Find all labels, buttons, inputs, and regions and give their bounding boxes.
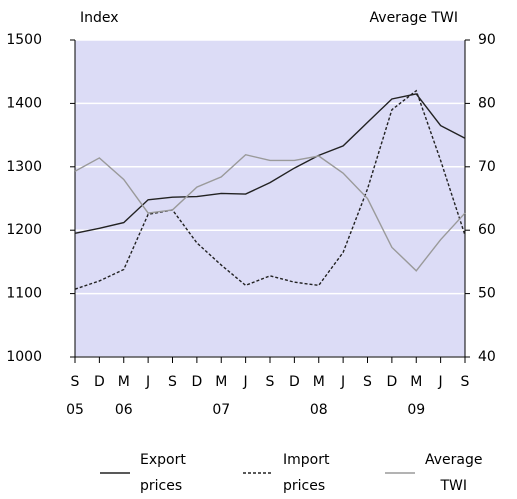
y2-tick-label: 90 [478,32,496,48]
series-line [74,93,466,235]
x-tick-label: D [94,374,105,390]
legend-entry: Average TWI [385,446,483,499]
x-tick-label: S [461,374,470,390]
legend-label: Export prices [140,451,186,494]
x-tick-label: S [71,374,80,390]
x-year-label: 08 [310,402,328,418]
x-year-label: 07 [212,402,230,418]
x-tick-label: M [215,374,227,390]
y2-tick-label: 60 [478,222,496,238]
x-tick-label: J [438,374,443,390]
legend-label: Average TWI [425,451,483,494]
y-tick-label: 1000 [6,349,42,365]
legend-swatch [100,472,130,474]
y2-axis-label: Average TWI [370,10,458,26]
y2-tick-label: 50 [478,286,496,302]
y2-tick-label: 40 [478,349,496,365]
plot-background [75,40,465,357]
y-tick-label: 1500 [6,32,42,48]
x-tick-label: D [386,374,397,390]
legend-swatch [385,472,415,474]
y-tick-label: 1200 [6,222,42,238]
legend-entry: Export prices [100,446,186,499]
x-tick-label: M [313,374,325,390]
x-tick-label: J [340,374,345,390]
y2-tick-label: 80 [478,95,496,111]
y-axis-label: Index [80,10,119,26]
legend-swatch [243,472,273,474]
x-tick-label: J [145,374,150,390]
x-tick-label: D [289,374,300,390]
x-tick-label: S [266,374,275,390]
x-tick-label: D [191,374,202,390]
legend-entry: Import prices [243,446,329,499]
y2-tick-label: 70 [478,159,496,175]
x-year-label: 06 [115,402,133,418]
x-year-label: 05 [66,402,84,418]
series-line [74,153,466,272]
chart: Index Average TWI 1000 1100 1200 1300 1400 15… [6,10,496,418]
legend: Export prices Import prices Average TWI [0,446,517,499]
x-tick-label: M [410,374,422,390]
y-tick-label: 1300 [6,159,42,175]
x-tick-label: M [118,374,130,390]
series-line [74,89,466,290]
legend-label: Import prices [283,451,330,494]
x-tick-label: S [168,374,177,390]
x-tick-label: S [363,374,372,390]
x-year-label: 09 [407,402,425,418]
x-tick-label: J [243,374,248,390]
y-tick-label: 1100 [6,286,42,302]
y-tick-label: 1400 [6,95,42,111]
